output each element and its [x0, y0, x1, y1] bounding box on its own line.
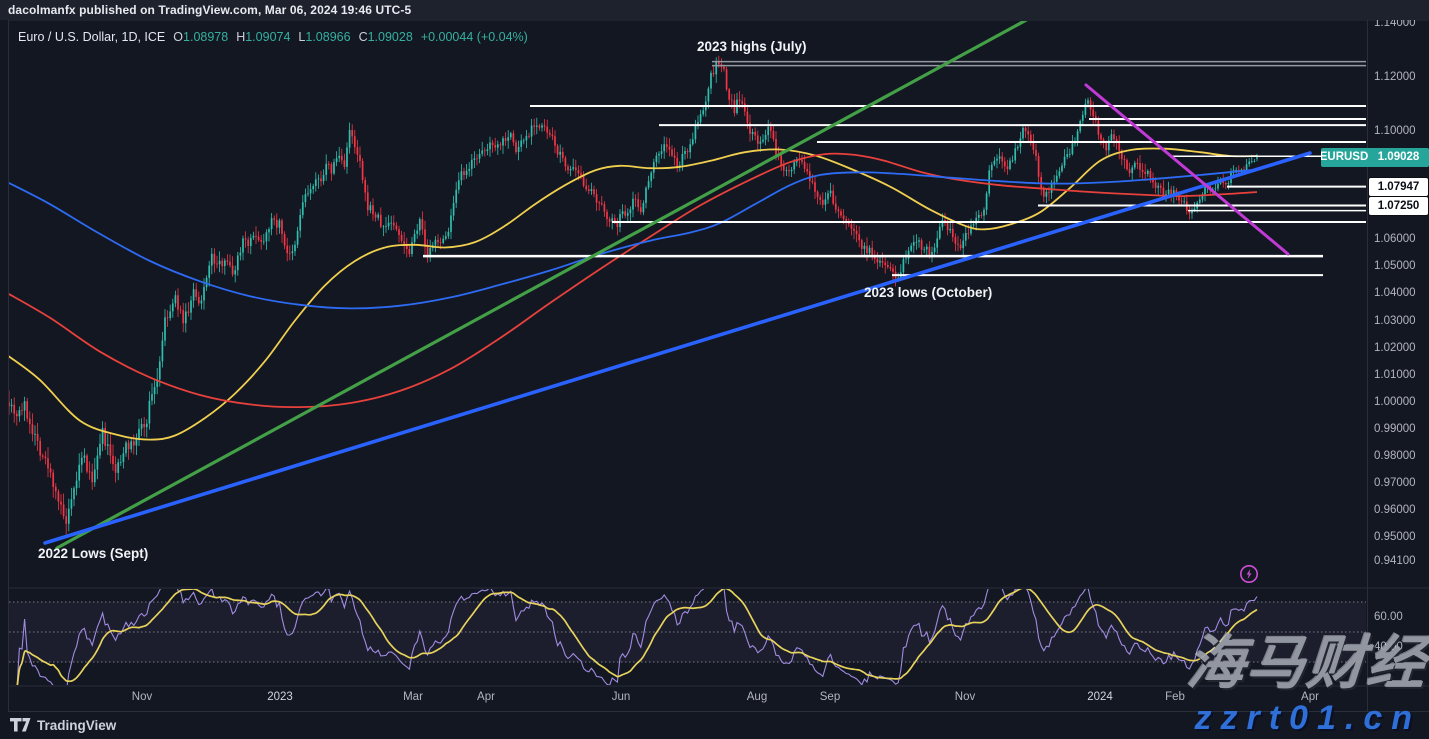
time-axis-label: Nov	[131, 691, 153, 703]
watermark-url: zzrt01.cn	[1194, 699, 1421, 737]
flash-publish-icon[interactable]	[1238, 563, 1260, 585]
price-axis-tick: 0.96000	[1374, 503, 1416, 516]
annotation-0: 2023 highs (July)	[697, 39, 807, 54]
rising-support-blue	[43, 151, 1312, 545]
legend-symbol: Euro / U.S. Dollar, 1D, ICE	[18, 30, 166, 44]
rising-support-green	[55, 21, 1028, 550]
legend-high-label: H	[236, 30, 246, 44]
current-price-label: EURUSD 1.09028	[1321, 147, 1429, 167]
legend-open-value: 1.08978	[183, 30, 229, 44]
time-axis-label: Mar	[403, 691, 423, 703]
sma-slow-blue	[9, 168, 1258, 310]
time-axis-label: 2024	[1087, 691, 1113, 703]
falling-resistance-purple	[1084, 83, 1290, 256]
price-axis-tick: 0.95000	[1374, 531, 1416, 544]
current-price-value: 1.09028	[1377, 151, 1420, 164]
price-axis-tick: 0.94100	[1374, 555, 1416, 568]
rsi-axis-tick: 40.00	[1374, 641, 1403, 653]
legend-close-label: C	[358, 30, 368, 44]
price-axis-tick: 0.97000	[1374, 476, 1416, 489]
tradingview-brand-text: TradingView	[37, 717, 117, 733]
legend-open-label: O	[173, 30, 184, 44]
time-axis-label: Apr	[477, 691, 495, 703]
time-axis-label: Nov	[954, 691, 976, 703]
candles-up-bodies	[10, 61, 1258, 524]
rsi-ma-line	[16, 589, 1258, 685]
sma-mid-red	[9, 152, 1258, 409]
price-axis-tick: 1.01000	[1374, 368, 1416, 381]
time-axis-label: Jun	[611, 691, 631, 703]
price-alert-label-2: 1.07250	[1369, 196, 1428, 215]
publish-info-text: dacolmanfx published on TradingView.com,…	[8, 3, 412, 17]
price-alert-label-1: 1.07947	[1369, 177, 1428, 196]
price-axis-tick: 0.99000	[1374, 422, 1416, 435]
current-price-symbol: EURUSD	[1321, 151, 1369, 164]
price-axis-tick: 1.04000	[1374, 287, 1416, 300]
time-axis-label: Sep	[819, 691, 841, 703]
symbol-legend[interactable]: Euro / U.S. Dollar, 1D, ICE O1.08978 H1.09…	[18, 30, 528, 45]
price-axis-tick: 0.98000	[1374, 449, 1416, 462]
price-axis-tick: 1.10000	[1374, 125, 1416, 138]
tradingview-brand[interactable]: TradingView	[10, 716, 116, 734]
watermark-cjk: 海马财经	[1184, 631, 1429, 696]
rsi-axis-tick: 60.00	[1374, 611, 1403, 623]
rsi-pane	[9, 589, 1366, 685]
legend-low-label: L	[298, 30, 306, 44]
rsi-line	[16, 589, 1258, 685]
time-axis-label: Feb	[1165, 691, 1185, 703]
annotation-2: 2022 Lows (Sept)	[38, 546, 149, 561]
time-axis-label: 2023	[267, 691, 293, 703]
legend-change: +0.00044 (+0.04%)	[420, 30, 528, 44]
price-axis-tick: 1.00000	[1374, 395, 1416, 408]
price-axis-tick: 1.06000	[1374, 233, 1416, 246]
price-axis-tick: 1.03000	[1374, 314, 1416, 327]
time-axis-label: Aug	[746, 691, 768, 703]
main-pane	[9, 21, 1366, 550]
price-axis-tick: 1.12000	[1374, 71, 1416, 83]
price-axis-tick: 1.05000	[1374, 260, 1416, 273]
price-axis-tick: 1.02000	[1374, 341, 1416, 354]
annotation-1: 2023 lows (October)	[864, 285, 993, 300]
time-axis-label: Apr	[1301, 691, 1319, 703]
legend-high-value: 1.09074	[245, 30, 291, 44]
publish-info-bar: dacolmanfx published on TradingView.com,…	[0, 0, 1429, 20]
tradingview-logo-icon	[10, 718, 31, 732]
legend-low-value: 1.08966	[305, 30, 351, 44]
legend-close-value: 1.09028	[367, 30, 413, 44]
